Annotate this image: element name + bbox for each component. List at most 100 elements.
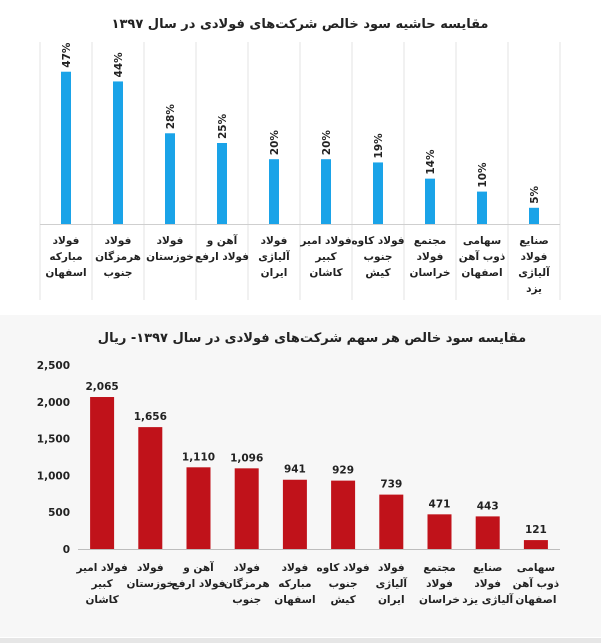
data-label: 10% [477,162,489,188]
data-label: 941 [284,464,306,476]
category-label: کبیر [90,578,113,590]
category-label: کیش [330,594,356,606]
category-label: فولاد کاوه [351,235,404,247]
category-label: آلیاژی یزد [462,593,513,606]
eps-chart: مقایسه سود خالص هر سهم شرکت‌های فولادی د… [0,315,601,637]
bar [186,467,211,549]
category-label: فولاد [157,235,184,247]
category-label: آهن و [206,234,238,247]
bar [379,494,404,549]
y-tick-label: 2,000 [37,397,70,409]
bar [427,514,452,549]
category-label: مجتمع [423,562,456,574]
data-label: 1,656 [134,411,167,423]
category-label: فولاد [378,562,405,574]
bar [217,143,227,224]
category-label: فولاد [426,578,453,590]
category-label: خوزستان [146,251,194,263]
category-label: آلیاژی [376,577,408,590]
data-label: 471 [429,498,451,510]
data-label: 44% [113,52,125,78]
y-tick-label: 2,500 [37,360,70,372]
y-tick-label: 500 [48,507,70,519]
category-label: اسفهان [274,594,315,606]
category-label: فولاد [521,251,548,263]
category-label: صنایع [519,235,549,247]
category-label: فولاد [233,562,260,574]
bar [165,133,175,224]
data-label: 28% [165,104,177,130]
y-tick-label: 1,500 [37,434,70,446]
category-label: کبیر [314,251,337,263]
category-label: فولاد امیر [75,562,127,574]
category-label: ذوب آهن [513,577,560,590]
category-label: اصفهان [515,594,556,606]
data-label: 20% [321,130,333,156]
category-label: جنوب [104,267,133,279]
y-tick-label: 1,000 [37,470,70,482]
bar [373,162,383,224]
category-label: سهامی [517,562,555,574]
profit-margin-chart-title: مقایسه حاشیه سود خالص شرکت‌های فولادی در… [112,17,489,32]
category-label: مجتمع [414,235,447,247]
category-label: فولاد امیر [299,235,351,247]
data-label: 47% [61,42,73,68]
category-label: خراسان [410,267,451,279]
y-tick-label: 0 [63,544,70,556]
bar [523,540,548,549]
category-label: هرمزگان [224,577,270,590]
category-label: مبارکه [278,578,311,590]
category-label: یزد [526,283,542,295]
category-label: کاشان [309,267,343,279]
data-label: 1,096 [230,452,263,464]
category-label: فولاد [417,251,444,263]
bar [113,81,123,224]
category-label: صنایع [473,562,503,574]
bar [61,71,71,224]
bar [331,480,356,549]
category-label: خراسان [419,594,460,606]
category-label: کیش [365,267,391,279]
data-label: 19% [373,133,385,159]
data-label: 20% [269,130,281,156]
category-label: مبارکه [49,251,82,263]
bar [282,479,307,549]
bar [529,207,539,224]
bar [475,516,500,549]
data-label: 443 [477,500,499,512]
bar [234,468,259,549]
profit-margin-chart-svg: مقایسه حاشیه سود خالص شرکت‌های فولادی در… [39,17,561,300]
bar [321,159,331,224]
category-label: جنوب [329,578,358,590]
category-label: فولاد [261,235,288,247]
bar [477,191,487,224]
category-label: فولاد [137,562,164,574]
category-label: جنوب [232,594,261,606]
category-label: فولاد ارفع [171,578,225,590]
page-bottom-border [0,638,601,643]
category-label: خوزستان [126,578,174,590]
bar [138,427,163,549]
category-label: فولاد کاوه [317,562,370,574]
data-label: 929 [332,465,354,477]
category-label: سهامی [463,235,501,247]
data-label: 2,065 [85,381,118,393]
category-label: فولاد ارفع [195,251,249,263]
category-label: کاشان [85,594,119,606]
eps-chart-title: مقایسه سود خالص هر سهم شرکت‌های فولادی د… [98,331,526,346]
category-label: هرمزگان [95,250,141,263]
bar [269,159,279,224]
category-label: فولاد [474,578,501,590]
category-label: اصفهان [461,267,502,279]
profit-margin-chart: مقایسه حاشیه سود خالص شرکت‌های فولادی در… [0,0,601,315]
category-label: فولاد [282,562,309,574]
category-label: اسفهان [45,267,86,279]
category-label: فولاد [105,235,132,247]
data-label: 14% [425,149,437,175]
category-label: ایران [261,267,288,279]
category-label: جنوب [364,251,393,263]
eps-chart-svg: مقایسه سود خالص هر سهم شرکت‌های فولادی د… [37,331,560,606]
category-label: آلیاژی [258,250,290,263]
category-label: فولاد [53,235,80,247]
category-label: آلیاژی [518,266,550,279]
